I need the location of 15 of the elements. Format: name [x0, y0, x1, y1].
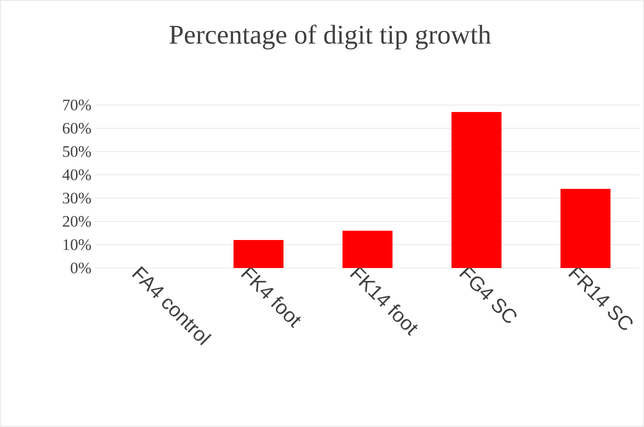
chart-title: Percentage of digit tip growth [170, 24, 491, 50]
bar [342, 230, 393, 268]
x-tick-label: FK4 foot [240, 266, 301, 328]
y-tick-label: 0% [70, 262, 91, 274]
y-tick-label: 70% [63, 100, 91, 110]
bar [452, 112, 502, 268]
x-tick-label: FG4 SC [459, 266, 516, 323]
y-tick-label: 10% [64, 239, 91, 250]
y-tick-label: 40% [62, 169, 91, 180]
y-tick-label: 60% [62, 122, 91, 134]
y-tick-label: 20% [62, 216, 91, 227]
bar [560, 188, 610, 268]
bar [234, 240, 284, 268]
y-tick-label: 30% [62, 192, 91, 204]
y-tick-label: 50% [63, 146, 91, 157]
